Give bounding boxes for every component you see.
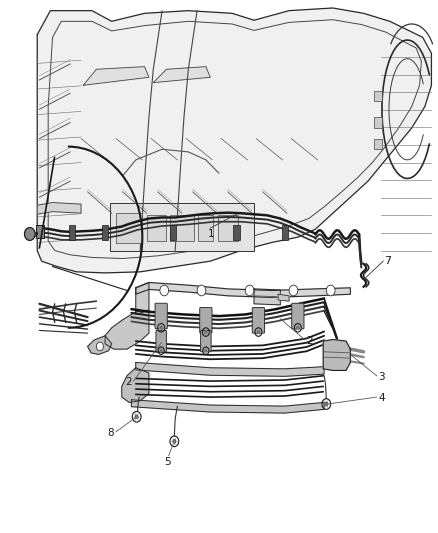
Circle shape: [205, 349, 207, 352]
Text: 4: 4: [378, 393, 385, 403]
Circle shape: [25, 228, 35, 240]
Circle shape: [197, 285, 206, 296]
Polygon shape: [278, 294, 289, 301]
Text: 1: 1: [208, 229, 215, 239]
Bar: [374, 139, 382, 149]
Circle shape: [135, 415, 138, 419]
Text: 2: 2: [307, 336, 313, 346]
Circle shape: [296, 326, 300, 330]
Circle shape: [257, 330, 260, 334]
Bar: [102, 225, 108, 240]
Polygon shape: [37, 8, 431, 273]
Text: 3: 3: [378, 372, 385, 382]
Bar: [147, 215, 166, 241]
Polygon shape: [136, 282, 350, 297]
Polygon shape: [105, 310, 149, 349]
Polygon shape: [122, 368, 149, 402]
Bar: [198, 215, 213, 241]
Text: 2: 2: [125, 377, 131, 387]
FancyBboxPatch shape: [156, 330, 166, 352]
Bar: [282, 225, 288, 240]
Text: 5: 5: [164, 457, 171, 467]
Bar: [233, 225, 240, 240]
Bar: [374, 91, 382, 101]
Polygon shape: [37, 203, 81, 214]
Circle shape: [326, 285, 335, 296]
Circle shape: [159, 326, 163, 330]
Polygon shape: [136, 282, 149, 314]
FancyBboxPatch shape: [110, 203, 254, 251]
Bar: [170, 225, 176, 240]
Circle shape: [289, 285, 298, 296]
Circle shape: [96, 342, 103, 351]
Circle shape: [160, 349, 162, 352]
Text: 7: 7: [385, 256, 392, 266]
Polygon shape: [136, 362, 324, 376]
Bar: [69, 225, 75, 240]
Polygon shape: [323, 340, 350, 370]
FancyBboxPatch shape: [201, 330, 211, 352]
Polygon shape: [88, 336, 112, 354]
Polygon shape: [83, 67, 149, 85]
Bar: [374, 117, 382, 128]
Circle shape: [245, 285, 254, 296]
Bar: [218, 215, 238, 241]
FancyBboxPatch shape: [200, 308, 212, 333]
FancyBboxPatch shape: [252, 308, 265, 333]
Circle shape: [160, 285, 169, 296]
Bar: [36, 225, 44, 238]
FancyBboxPatch shape: [155, 303, 167, 329]
Circle shape: [173, 439, 176, 443]
Polygon shape: [153, 67, 210, 83]
Polygon shape: [254, 289, 280, 305]
Polygon shape: [131, 400, 324, 413]
Circle shape: [324, 402, 328, 406]
Text: 8: 8: [107, 428, 114, 438]
Bar: [170, 215, 194, 241]
Bar: [35, 8, 434, 288]
Bar: [116, 213, 142, 243]
Circle shape: [204, 330, 208, 334]
FancyBboxPatch shape: [292, 303, 304, 329]
